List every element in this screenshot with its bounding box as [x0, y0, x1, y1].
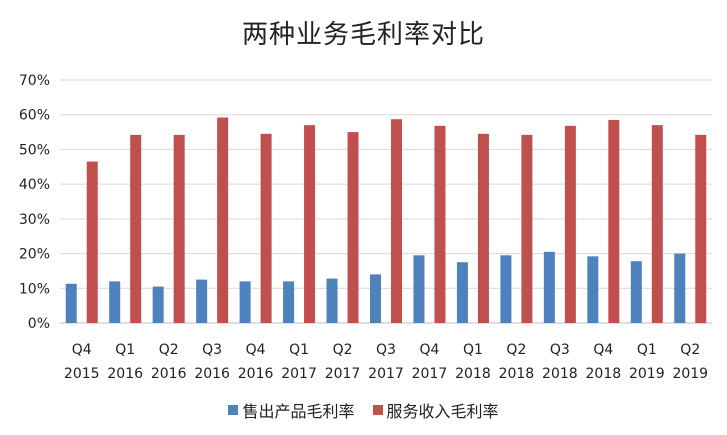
bar-product	[196, 279, 208, 323]
x-tick-label-year: 2018	[586, 366, 622, 382]
x-tick-label-year: 2017	[412, 366, 448, 382]
legend-item-service: 服务收入毛利率	[372, 398, 499, 422]
bar-product	[152, 286, 164, 323]
bar-product	[456, 262, 468, 323]
x-tick-label-year: 2016	[238, 366, 274, 382]
bar-service	[130, 134, 142, 323]
x-tick-label-year: 2017	[281, 366, 317, 382]
x-tick-label-quarter: Q4	[419, 342, 439, 358]
bar-service	[347, 132, 359, 323]
bar-product	[500, 255, 512, 323]
bar-product	[65, 283, 77, 323]
legend-swatch-service	[372, 405, 383, 415]
x-tick-label-quarter: Q3	[550, 342, 570, 358]
bar-product	[239, 281, 251, 323]
bar-product	[630, 261, 642, 323]
bar-product	[674, 253, 686, 323]
x-tick-label-year: 2018	[455, 366, 491, 382]
bar-service	[695, 134, 707, 323]
x-tick-label-quarter: Q3	[376, 342, 396, 358]
bar-service	[260, 133, 272, 323]
bar-service	[477, 133, 489, 323]
legend: 售出产品毛利率 服务收入毛利率	[0, 398, 727, 422]
x-tick-label-quarter: Q2	[506, 342, 526, 358]
legend-label-service: 服务收入毛利率	[386, 402, 499, 421]
bar-product	[370, 274, 381, 323]
x-tick-label-year: 2016	[151, 366, 187, 382]
x-tick-label-quarter: Q1	[115, 342, 135, 358]
legend-swatch-product	[228, 405, 239, 415]
x-tick-label-quarter: Q2	[333, 342, 353, 358]
x-tick-label-year: 2018	[542, 366, 578, 382]
y-tick-label: 30%	[19, 212, 50, 228]
x-tick-label-quarter: Q4	[72, 342, 92, 358]
x-tick-label-year: 2016	[107, 366, 143, 382]
x-tick-label-year: 2019	[672, 366, 708, 382]
bar-product	[326, 278, 338, 323]
bar-service	[304, 125, 316, 323]
x-tick-label-quarter: Q1	[637, 342, 657, 358]
x-tick-label-year: 2017	[325, 366, 361, 382]
chart-title: 两种业务毛利率对比	[241, 20, 485, 50]
bar-product	[543, 251, 555, 323]
bar-service	[521, 134, 533, 323]
x-tick-label-quarter: Q4	[246, 342, 266, 358]
legend-label-product: 售出产品毛利率	[242, 402, 355, 421]
x-tick-label-quarter: Q1	[463, 342, 483, 358]
x-tick-label-quarter: Q3	[202, 342, 222, 358]
bar-service	[86, 161, 98, 323]
bar-service	[173, 134, 185, 323]
y-tick-label: 50%	[19, 142, 50, 158]
x-tick-label-quarter: Q2	[680, 342, 700, 358]
bar-product	[283, 281, 295, 323]
x-tick-label-year: 2015	[64, 366, 100, 382]
y-tick-label: 20%	[19, 247, 50, 263]
x-tick-label-quarter: Q2	[159, 342, 179, 358]
x-tick-label-quarter: Q1	[289, 342, 309, 358]
bar-product	[109, 281, 121, 323]
x-tick-label-year: 2019	[629, 366, 665, 382]
bar-service	[564, 125, 576, 323]
x-tick-label-year: 2018	[499, 366, 535, 382]
y-tick-label: 10%	[19, 281, 50, 297]
y-tick-label: 70%	[19, 73, 50, 89]
bar-service	[434, 125, 446, 323]
legend-item-product: 售出产品毛利率	[228, 398, 355, 422]
x-tick-label-quarter: Q4	[593, 342, 613, 358]
x-tick-label-year: 2017	[368, 366, 404, 382]
bar-product	[587, 256, 599, 323]
bar-service	[608, 119, 620, 324]
y-tick-label: 0%	[28, 316, 50, 332]
bar-service	[651, 125, 663, 323]
x-tick-label-year: 2016	[194, 366, 230, 382]
bar-service	[391, 119, 402, 323]
y-tick-label: 60%	[19, 108, 50, 124]
bar-product	[413, 255, 425, 323]
y-tick-label: 40%	[19, 177, 50, 193]
bar-service	[217, 117, 229, 324]
